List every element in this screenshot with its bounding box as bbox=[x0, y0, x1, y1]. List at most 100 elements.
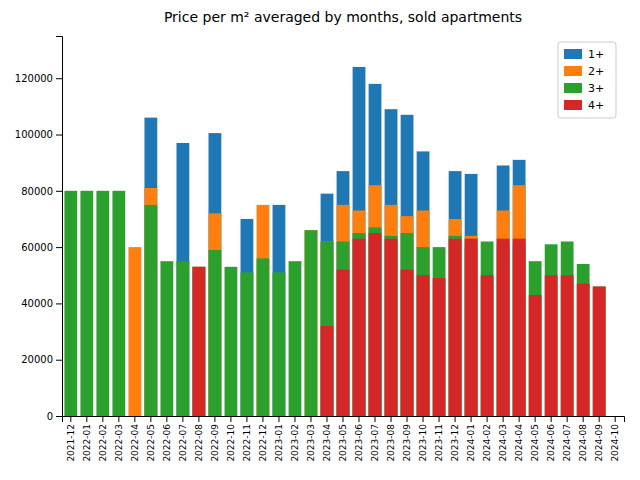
x-tick-mark bbox=[375, 416, 376, 422]
bar bbox=[385, 205, 398, 416]
x-tick: 2022-09 bbox=[210, 416, 220, 462]
bar bbox=[609, 416, 622, 417]
y-tick-label: 60000 bbox=[21, 242, 53, 253]
bar bbox=[225, 416, 238, 417]
bar bbox=[273, 272, 286, 416]
bar bbox=[449, 239, 462, 416]
bar bbox=[289, 416, 302, 417]
bar bbox=[577, 264, 590, 416]
x-tick-label: 2024-02 bbox=[482, 424, 492, 462]
x-tick: 2022-10 bbox=[226, 416, 236, 462]
bar bbox=[144, 118, 157, 416]
x-tick-mark bbox=[551, 416, 552, 422]
y-tick-mark bbox=[56, 135, 62, 136]
bar bbox=[128, 416, 141, 417]
bar bbox=[144, 205, 157, 416]
bar bbox=[337, 171, 350, 416]
y-tick-label: 20000 bbox=[21, 354, 53, 365]
bar bbox=[513, 185, 526, 416]
bar bbox=[465, 174, 478, 416]
x-tick-mark bbox=[343, 416, 344, 422]
bar bbox=[513, 160, 526, 416]
x-tick: 2024-05 bbox=[530, 416, 540, 462]
bar bbox=[385, 239, 398, 416]
bar bbox=[257, 416, 270, 417]
x-tick: 2021-12 bbox=[66, 416, 76, 462]
x-tick: 2022-06 bbox=[162, 416, 172, 462]
x-tick-label: 2024-01 bbox=[466, 424, 476, 462]
bar bbox=[192, 267, 205, 416]
bar bbox=[144, 188, 157, 416]
x-tick-label: 2024-07 bbox=[562, 424, 572, 462]
bar bbox=[321, 241, 334, 416]
x-tick-mark bbox=[455, 416, 456, 422]
legend-label: 3+ bbox=[588, 82, 604, 95]
x-tick-label: 2022-02 bbox=[98, 424, 108, 462]
bar bbox=[353, 239, 366, 416]
x-tick-label: 2023-05 bbox=[338, 424, 348, 462]
x-tick-label: 2024-08 bbox=[578, 424, 588, 462]
bar bbox=[497, 211, 510, 416]
x-tick-mark bbox=[134, 416, 135, 422]
bar bbox=[289, 261, 302, 416]
x-tick-mark bbox=[615, 416, 616, 422]
bar bbox=[64, 191, 77, 416]
x-tick: 2024-02 bbox=[482, 416, 492, 462]
x-tick-mark bbox=[471, 416, 472, 422]
bar bbox=[305, 416, 318, 417]
y-tick-mark bbox=[56, 303, 62, 304]
y-tick-mark bbox=[56, 247, 62, 248]
x-tick-mark bbox=[102, 416, 103, 422]
bar bbox=[192, 267, 205, 416]
x-tick-mark bbox=[583, 416, 584, 422]
bar bbox=[241, 416, 254, 417]
bar bbox=[497, 165, 510, 416]
y-tick-label: 80000 bbox=[21, 186, 53, 197]
x-tick-mark bbox=[198, 416, 199, 422]
bar bbox=[273, 416, 286, 417]
x-tick-mark bbox=[70, 416, 71, 422]
bar bbox=[577, 284, 590, 416]
bar bbox=[513, 239, 526, 416]
legend-label: 2+ bbox=[588, 65, 604, 78]
legend: 1+2+3+4+ bbox=[558, 42, 616, 118]
x-tick-mark bbox=[118, 416, 119, 422]
bar bbox=[609, 416, 622, 417]
x-tick: 2022-07 bbox=[178, 416, 188, 462]
bar bbox=[369, 233, 382, 416]
x-tick-mark bbox=[182, 416, 183, 422]
x-tick-label: 2023-03 bbox=[306, 424, 316, 462]
legend-label: 1+ bbox=[588, 48, 604, 61]
x-tick: 2023-08 bbox=[386, 416, 396, 462]
x-tick-label: 2024-03 bbox=[498, 424, 508, 462]
x-tick-label: 2022-12 bbox=[258, 424, 268, 462]
y-tick-mark bbox=[56, 360, 62, 361]
bar bbox=[209, 133, 222, 416]
bar bbox=[449, 236, 462, 416]
bar bbox=[417, 247, 430, 416]
x-tick: 2023-06 bbox=[354, 416, 364, 462]
x-tick: 2024-06 bbox=[546, 416, 556, 462]
x-tick-mark bbox=[503, 416, 504, 422]
bar bbox=[481, 241, 494, 416]
x-tick-mark bbox=[278, 416, 279, 422]
bar bbox=[321, 194, 334, 416]
bar bbox=[257, 205, 270, 416]
legend-item: 2+ bbox=[564, 65, 604, 78]
x-tick-mark bbox=[487, 416, 488, 422]
bar bbox=[160, 416, 173, 417]
bar bbox=[337, 270, 350, 416]
x-tick: 2022-01 bbox=[82, 416, 92, 462]
x-tick-mark bbox=[535, 416, 536, 422]
x-tick-label: 2023-11 bbox=[434, 424, 444, 462]
bar bbox=[417, 151, 430, 416]
bar-series bbox=[192, 233, 605, 416]
x-tick-mark bbox=[519, 416, 520, 422]
x-tick-label: 2023-08 bbox=[386, 424, 396, 462]
bar bbox=[545, 244, 558, 416]
bar bbox=[609, 416, 622, 417]
bar bbox=[112, 191, 125, 416]
bar bbox=[593, 287, 606, 416]
x-tick-label: 2022-05 bbox=[146, 424, 156, 462]
bar bbox=[337, 205, 350, 416]
